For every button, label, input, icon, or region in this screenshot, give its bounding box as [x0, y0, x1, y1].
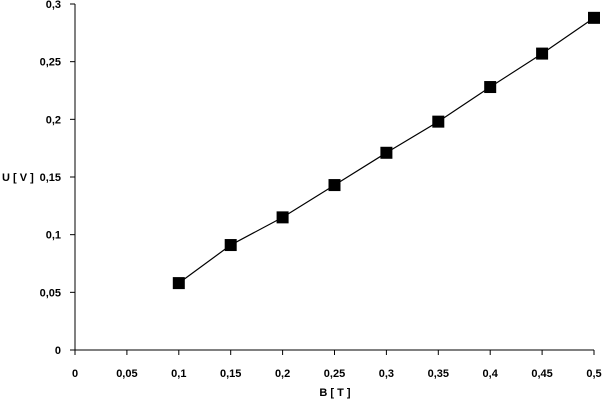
y-tick-label: 0,1	[46, 230, 61, 242]
y-axis-label: U [ V ]	[2, 172, 34, 184]
data-point	[380, 146, 393, 159]
x-tick-label: 0,4	[483, 368, 499, 380]
x-axis: 0 0,05 0,1 0,15 0,2 0,25 0,3 0,35 0,4 0,45 0,5	[72, 349, 602, 380]
x-tick-label: 0,15	[220, 368, 241, 380]
data-point	[328, 179, 341, 192]
data-point	[172, 277, 185, 290]
y-tick-label: 0	[55, 345, 61, 357]
x-axis-label: B [ T ]	[319, 387, 350, 399]
y-axis: 0 0,05 0,1 0,15 0,2 0,25 0,3	[40, 0, 76, 357]
data-point	[276, 211, 289, 224]
data-point	[484, 81, 497, 94]
x-tick-label: 0,45	[531, 368, 552, 380]
data-point	[224, 239, 237, 252]
x-tick-label: 0,25	[324, 368, 345, 380]
y-tick-label: 0,05	[40, 287, 61, 299]
x-tick-label: 0	[72, 368, 78, 380]
y-tick-label: 0,25	[40, 57, 61, 69]
data-point	[588, 11, 600, 24]
x-tick-label: 0,2	[275, 368, 290, 380]
x-tick-label: 0,05	[116, 368, 137, 380]
data-point	[432, 115, 445, 128]
x-tick-label: 0,3	[379, 368, 394, 380]
y-tick-label: 0,2	[46, 114, 61, 126]
y-tick-label: 0,3	[46, 0, 61, 11]
data-point	[536, 47, 549, 60]
x-tick-label: 0,5	[586, 368, 601, 380]
x-tick-label: 0,1	[171, 368, 186, 380]
x-tick-label: 0,35	[428, 368, 449, 380]
y-tick-label: 0,15	[40, 172, 61, 184]
series	[172, 11, 600, 290]
